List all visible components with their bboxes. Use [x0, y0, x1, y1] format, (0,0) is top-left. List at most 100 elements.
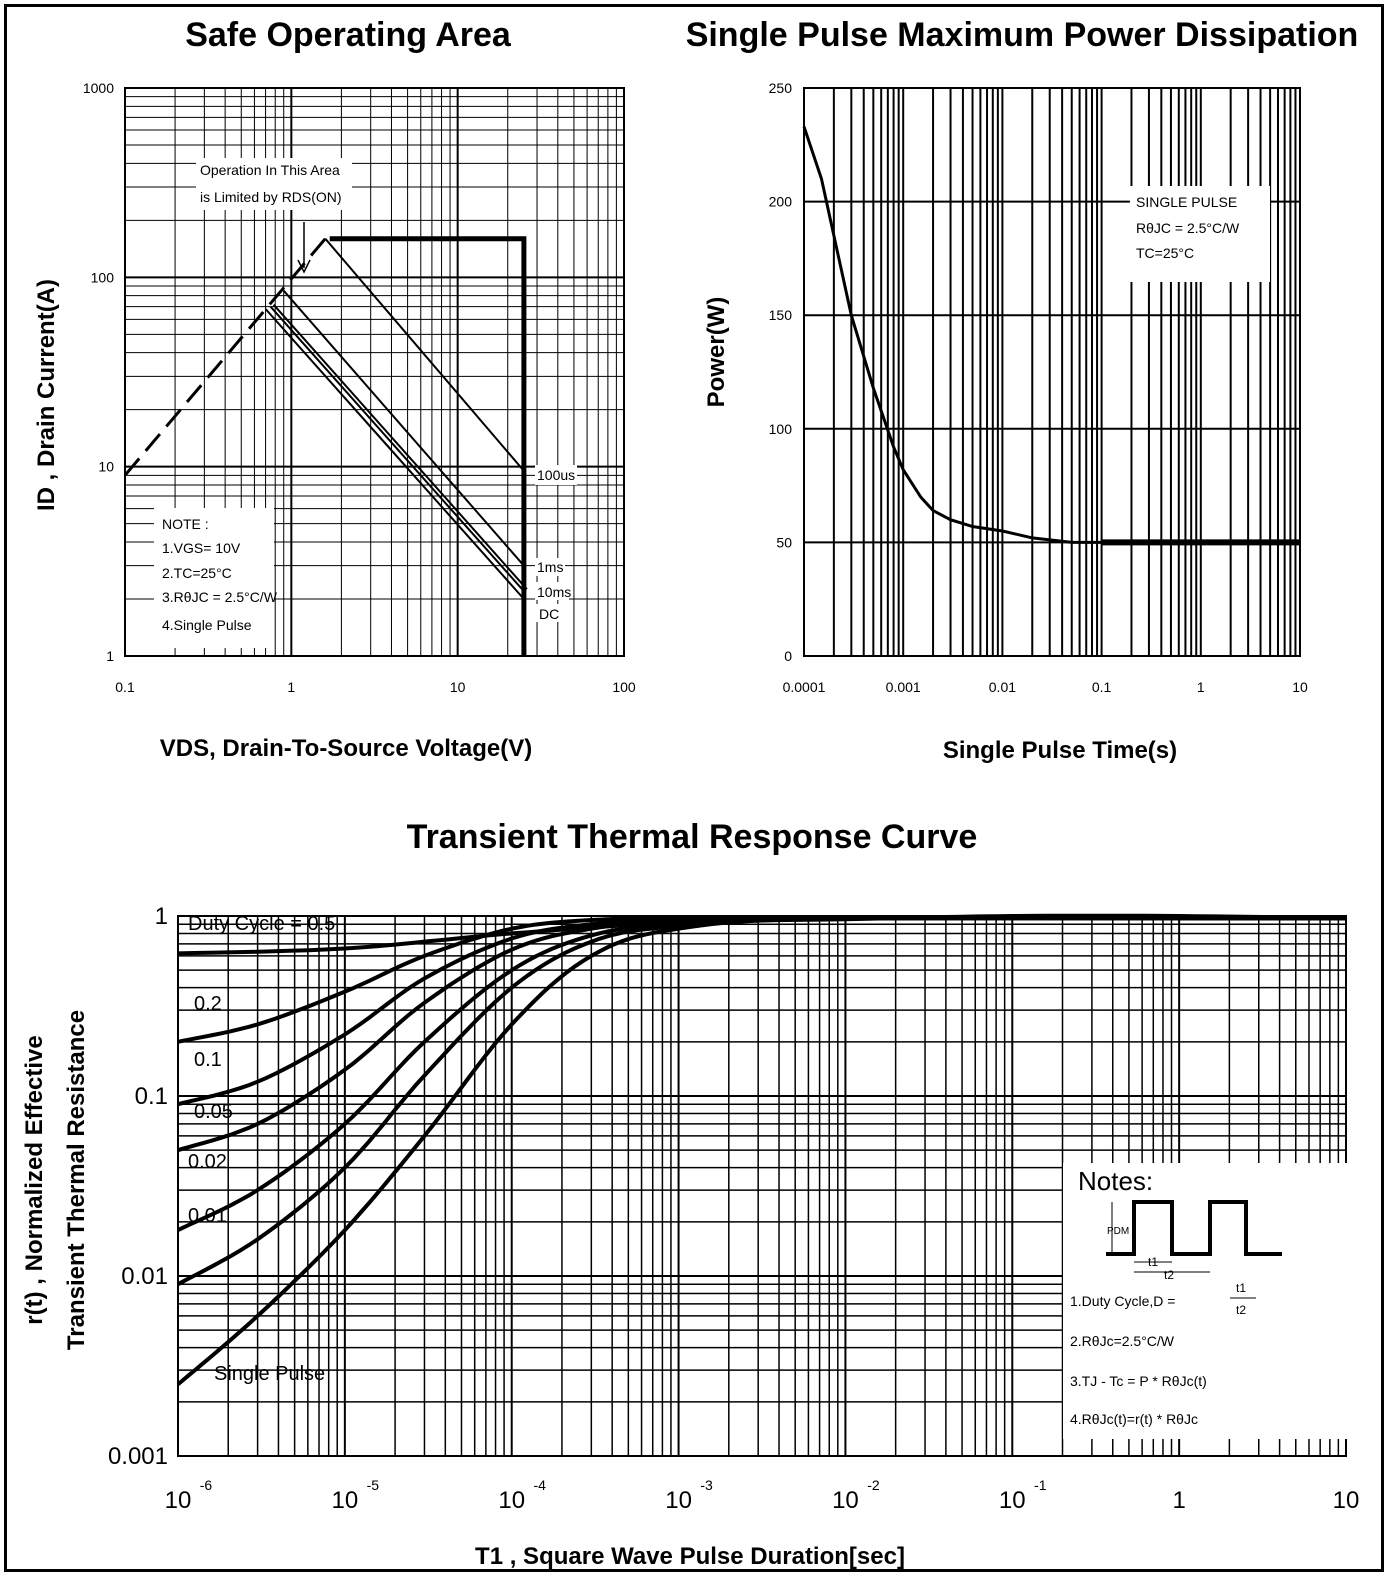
- power-chart: Single Pulse Maximum Power Dissipation 0…: [686, 16, 1359, 764]
- soa-series-line: [264, 308, 525, 600]
- thermal-t1-label: t1: [1148, 1255, 1158, 1269]
- soa-note-4: 4.Single Pulse: [162, 617, 252, 633]
- thermal-series-label: Single Pulse: [214, 1363, 325, 1385]
- soa-x-tick-label: 100: [612, 679, 636, 695]
- thermal-title: Transient Thermal Response Curve: [407, 818, 978, 856]
- power-y-tick-label: 0: [784, 648, 792, 664]
- thermal-ticks: 10 -6 10 -5 10 -4 10 -3 10 -2 10 -1 1 10 0.001 0.01 0.1 1: [108, 903, 1359, 1514]
- thermal-notes-box: [1063, 1163, 1349, 1439]
- thermal-note-4: 4.RθJc(t)=r(t) * RθJc: [1070, 1411, 1198, 1427]
- power-legend-0: SINGLE PULSE: [1136, 194, 1237, 210]
- thermal-x-axis-title: T1 , Square Wave Pulse Duration[sec]: [475, 1543, 905, 1570]
- thermal-note-2: 2.RθJc=2.5°C/W: [1070, 1333, 1175, 1349]
- soa-annotation-arrow-head: [297, 259, 311, 274]
- power-series-line: [802, 126, 1102, 544]
- soa-series-line: [123, 237, 327, 477]
- thermal-t2-label: t2: [1164, 1268, 1174, 1282]
- thermal-y-tick-label: 0.001: [108, 1443, 168, 1470]
- thermal-pulse-waveform: [1106, 1200, 1282, 1256]
- power-y-axis-title: Power(W): [703, 297, 730, 408]
- soa-x-tick-label: 10: [450, 679, 466, 695]
- thermal-chart: Transient Thermal Response Curve 10-610-…: [21, 818, 1359, 1570]
- power-legend-2: TC=25°C: [1136, 245, 1194, 261]
- thermal-x-tick-exponent: -3: [700, 1477, 713, 1493]
- soa-label-dc: DC: [539, 606, 559, 622]
- thermal-x-tick-exponent: -6: [200, 1477, 213, 1493]
- soa-series-line: [269, 306, 525, 592]
- soa-series-line: [272, 304, 528, 590]
- thermal-series-label: 0.01: [188, 1205, 227, 1227]
- thermal-x-tick-exponent: -1: [1034, 1477, 1047, 1493]
- thermal-x-tick-label: 10: [1333, 1487, 1360, 1514]
- soa-annotation-box: [196, 158, 352, 210]
- thermal-x-tick-label: 10: [832, 1487, 859, 1514]
- soa-series-line: [329, 236, 527, 656]
- thermal-notes-title: Notes:: [1078, 1166, 1153, 1196]
- soa-notes-box: [154, 508, 274, 648]
- power-y-tick-label: 200: [769, 194, 793, 210]
- soa-annotation-line1: Operation In This Area: [200, 162, 340, 178]
- power-x-axis-title: Single Pulse Time(s): [943, 737, 1177, 764]
- thermal-note-1: 1.Duty Cycle,D =: [1070, 1293, 1175, 1309]
- power-x-tick-label: 0.001: [886, 679, 921, 695]
- soa-label-1ms-bg: [535, 558, 565, 576]
- thermal-series-label: Duty Cycle = 0.5: [188, 913, 335, 935]
- soa-label-100us: 100us: [537, 467, 575, 483]
- thermal-x-tick-label: 10: [665, 1487, 692, 1514]
- power-y-tick-label: 50: [776, 534, 792, 550]
- soa-label-100us-bg: [535, 465, 577, 485]
- power-grid: [803, 87, 1301, 657]
- power-x-tick-label: 0.1: [1092, 679, 1112, 695]
- thermal-note-1-den: t2: [1236, 1303, 1246, 1317]
- page-frame: [4, 4, 1384, 1572]
- power-y-tick-label: 150: [769, 307, 793, 323]
- thermal-x-tick-exponent: -2: [867, 1477, 880, 1493]
- thermal-x-tick-label: 10: [165, 1487, 192, 1514]
- power-y-tick-label: 250: [769, 80, 793, 96]
- thermal-series: Duty Cycle = 0.5 0.2 0.1 0.05 0.02 0.01 Single…: [176, 913, 1347, 1386]
- thermal-x-tick-label: 1: [1172, 1487, 1185, 1514]
- power-x-tick-label: 0.0001: [783, 679, 826, 695]
- thermal-y-tick-label: 0.01: [121, 1263, 168, 1290]
- soa-chart: Safe Operating Area 0.1 1 10 1001101001000 …: [33, 16, 636, 762]
- power-title: Single Pulse Maximum Power Dissipation: [686, 16, 1359, 54]
- soa-series: [123, 236, 528, 656]
- thermal-series-line: [176, 915, 1347, 1386]
- thermal-y-tick-label: 1: [155, 903, 168, 930]
- thermal-y-axis-title-line2: Transient Thermal Resistance: [63, 1010, 90, 1350]
- thermal-x-tick-label: 10: [999, 1487, 1026, 1514]
- power-y-tick-label: 100: [769, 421, 793, 437]
- thermal-series-label: 0.05: [194, 1101, 233, 1123]
- thermal-note-1-num: t1: [1236, 1281, 1246, 1295]
- soa-y-tick-label: 1000: [83, 80, 114, 96]
- soa-note-1: 1.VGS= 10V: [162, 540, 241, 556]
- soa-title: Safe Operating Area: [185, 16, 512, 54]
- thermal-x-tick-exponent: -4: [533, 1477, 546, 1493]
- soa-x-tick-label: 1: [287, 679, 295, 695]
- thermal-pdm-label: PDM: [1107, 1226, 1129, 1237]
- thermal-x-tick-label: 10: [498, 1487, 525, 1514]
- power-plot-border: [803, 87, 1301, 657]
- soa-note-0: NOTE :: [162, 516, 209, 532]
- thermal-x-tick-exponent: -5: [367, 1477, 380, 1493]
- soa-x-tick-label: 0.1: [115, 679, 135, 695]
- soa-y-axis-title: ID , Drain Current(A): [33, 279, 60, 511]
- soa-x-axis-title: VDS, Drain-To-Source Voltage(V): [160, 735, 532, 762]
- thermal-series-label: 0.2: [194, 993, 222, 1015]
- thermal-series-label: 0.02: [188, 1151, 227, 1173]
- soa-y-tick-label: 10: [98, 459, 114, 475]
- soa-y-tick-label: 100: [91, 269, 115, 285]
- soa-note-2: 2.TC=25°C: [162, 565, 232, 581]
- power-x-tick-label: 0.01: [989, 679, 1016, 695]
- soa-label-10ms-bg: [535, 582, 569, 600]
- thermal-y-tick-label: 0.1: [135, 1083, 168, 1110]
- thermal-series-label: 0.1: [194, 1049, 222, 1071]
- soa-note-3: 3.RθJC = 2.5°C/W: [162, 589, 278, 605]
- thermal-y-axis-title-line1: r(t) , Normalized Effective: [21, 1035, 48, 1324]
- thermal-note-3: 3.TJ - Tc = P * RθJc(t): [1070, 1373, 1207, 1389]
- soa-series-line: [324, 238, 525, 472]
- power-series: [802, 126, 1300, 546]
